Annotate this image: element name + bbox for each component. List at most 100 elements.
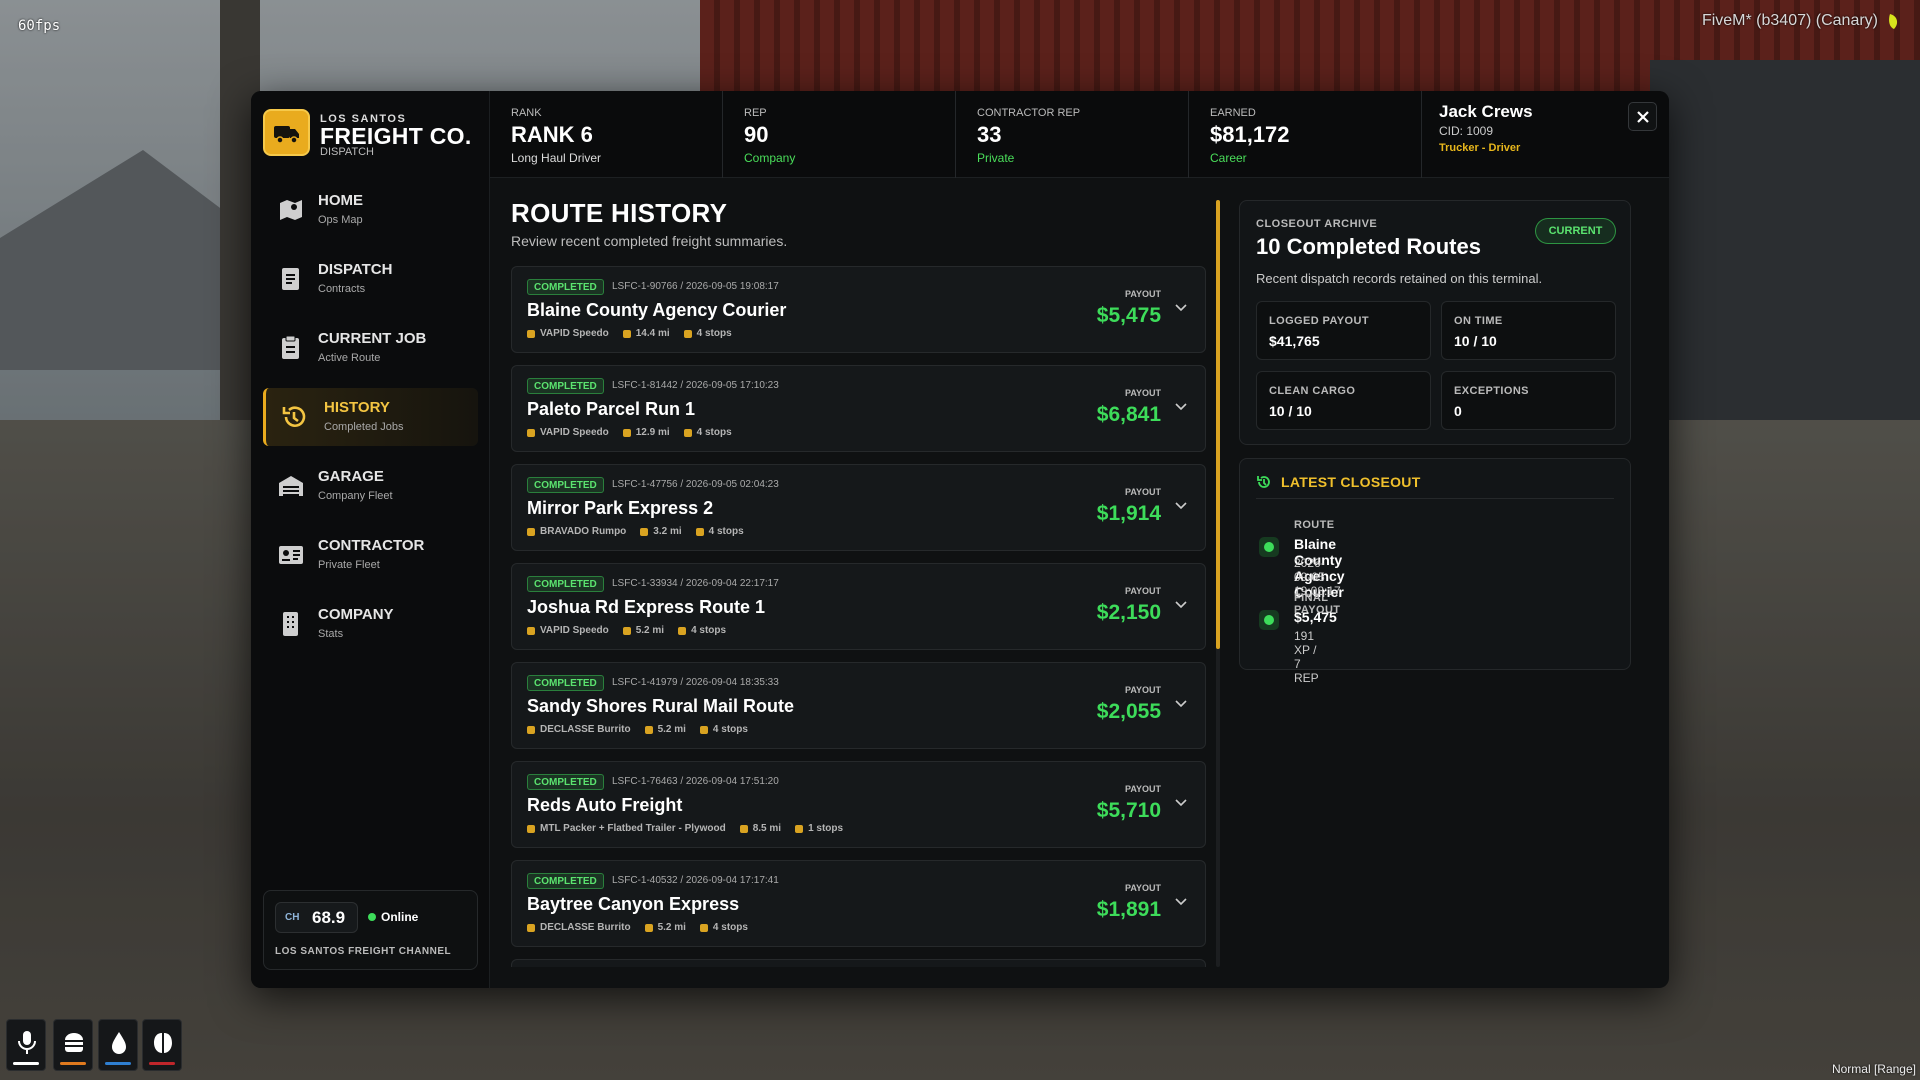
nav-item[interactable]: CURRENT JOB Active Route bbox=[263, 319, 478, 377]
route-name: Mirror Park Express 2 bbox=[527, 498, 714, 518]
route-name: Sandy Shores Rural Mail Route bbox=[527, 696, 795, 716]
archive-tile: ON TIME 10 / 10 bbox=[1441, 301, 1616, 360]
fps-counter: 60fps bbox=[18, 18, 61, 34]
nav-label: CURRENT JOB bbox=[318, 330, 427, 347]
route-card[interactable]: COMPLETED LSFC-1-47756 / 2026-09-05 02:04… bbox=[511, 464, 1206, 551]
meta-icon bbox=[527, 725, 535, 734]
status-badge: COMPLETED bbox=[527, 477, 604, 493]
meta-icon bbox=[622, 626, 631, 635]
stat-sub: Company bbox=[744, 151, 796, 165]
expand-chevron[interactable] bbox=[1175, 304, 1187, 312]
archive-title: 10 Completed Routes bbox=[1256, 234, 1481, 259]
meta-text: 4 stops bbox=[712, 922, 748, 933]
channel-frequency: 68.9 bbox=[312, 908, 346, 927]
nav-label: HOME bbox=[318, 192, 363, 209]
route-card[interactable]: COMPLETED LSFC-1-81442 / 2026-09-05 17:10… bbox=[511, 365, 1206, 452]
user-name: Jack Crews bbox=[1439, 102, 1533, 121]
stat-label: CONTRACTOR REP bbox=[977, 107, 1081, 119]
route-meta: MTL Packer + Flatbed Trailer - Plywood 8.… bbox=[527, 823, 843, 834]
meta-icon bbox=[527, 824, 535, 833]
section-subtitle: Review recent completed freight summarie… bbox=[511, 233, 788, 249]
route-card[interactable]: COMPLETED LSFC-1-41979 / 2026-09-04 18:35… bbox=[511, 662, 1206, 749]
expand-chevron[interactable] bbox=[1175, 403, 1187, 411]
status-badge: COMPLETED bbox=[527, 774, 604, 790]
channel-pill: CH 68.9 bbox=[275, 902, 358, 933]
item-detail: 191 XP / 7 REP bbox=[1294, 629, 1319, 685]
sidebar: LOS SANTOS FREIGHT CO. DISPATCH HOME Ops … bbox=[251, 91, 490, 988]
stat: RANK RANK 6 Long Haul Driver bbox=[490, 91, 723, 178]
nav-item[interactable]: CONTRACTOR Private Fleet bbox=[263, 526, 478, 584]
payout-label: PAYOUT bbox=[1124, 586, 1161, 596]
payout-value: $5,710 bbox=[1096, 799, 1161, 822]
item-value: $5,475 bbox=[1294, 609, 1337, 625]
meta-icon bbox=[644, 725, 653, 734]
route-card[interactable]: COMPLETED LSFC-1-33934 / 2026-09-04 22:17… bbox=[511, 563, 1206, 650]
nav-label: CONTRACTOR bbox=[318, 537, 425, 554]
nav-item[interactable]: DISPATCH Contracts bbox=[263, 250, 478, 308]
meta-icon bbox=[527, 329, 535, 338]
route-ref: LSFC-1-76463 / 2026-09-04 17:51:20 bbox=[612, 776, 779, 787]
tile-value: 0 bbox=[1454, 403, 1462, 419]
meta-text: 4 stops bbox=[691, 625, 727, 636]
meta-distance: 5.2 mi bbox=[644, 922, 686, 933]
meta-icon bbox=[527, 626, 535, 635]
route-card[interactable]: COMPLETED LSFC-1-76463 / 2026-09-04 17:51… bbox=[511, 761, 1206, 848]
meta-text: 4 stops bbox=[696, 328, 732, 339]
status-badge: COMPLETED bbox=[527, 576, 604, 592]
expand-chevron[interactable] bbox=[1175, 898, 1187, 906]
meta-icon bbox=[527, 527, 535, 536]
brand-logo bbox=[263, 109, 310, 156]
route-meta: VAPID Speedo 12.9 mi 4 stops bbox=[527, 427, 732, 438]
hud-stress bbox=[142, 1019, 182, 1071]
expand-chevron[interactable] bbox=[1175, 601, 1187, 609]
stat-sub: Career bbox=[1210, 151, 1247, 165]
tile-label: ON TIME bbox=[1454, 315, 1503, 327]
nav-item[interactable]: COMPANY Stats bbox=[263, 595, 478, 653]
brand-line: LOS SANTOS bbox=[320, 113, 407, 125]
item-detail: 2026-09-05 19:08:17 bbox=[1294, 556, 1341, 598]
archive-tile: EXCEPTIONS 0 bbox=[1441, 371, 1616, 430]
closeout-archive: CLOSEOUT ARCHIVE 10 Completed Routes CUR… bbox=[1239, 200, 1631, 445]
payout-label: PAYOUT bbox=[1124, 289, 1161, 299]
expand-chevron[interactable] bbox=[1175, 700, 1187, 708]
user-cid: CID: 1009 bbox=[1439, 124, 1494, 138]
meta-vehicle: VAPID Speedo bbox=[527, 328, 609, 339]
tile-value: 10 / 10 bbox=[1269, 403, 1312, 419]
nav-sub: Completed Jobs bbox=[324, 421, 404, 433]
stat-sub: Private bbox=[977, 151, 1015, 165]
user-role: Trucker - Driver bbox=[1439, 142, 1521, 154]
tile-label: CLEAN CARGO bbox=[1269, 385, 1356, 397]
meta-text: BRAVADO Rumpo bbox=[540, 526, 627, 537]
route-card[interactable]: COMPLETED LSFC-1-90766 / 2026-09-05 19:08… bbox=[511, 266, 1206, 353]
route-card[interactable]: COMPLETED LSFC-1-40532 / 2026-09-04 17:17… bbox=[511, 860, 1206, 947]
nav-item[interactable]: HISTORY Completed Jobs bbox=[263, 388, 478, 446]
nav-sub: Active Route bbox=[318, 352, 381, 364]
meta-text: 1 stops bbox=[808, 823, 844, 834]
nav-item[interactable]: GARAGE Company Fleet bbox=[263, 457, 478, 515]
meta-icon bbox=[527, 923, 535, 932]
payout-value: $2,150 bbox=[1096, 601, 1161, 624]
route-ref: LSFC-1-41979 / 2026-09-04 18:35:33 bbox=[612, 677, 779, 688]
route-card[interactable] bbox=[511, 959, 1206, 967]
route-name: Reds Auto Freight bbox=[527, 795, 683, 815]
meta-vehicle: VAPID Speedo bbox=[527, 427, 609, 438]
meta-icon bbox=[622, 428, 631, 437]
stat-label: EARNED bbox=[1210, 107, 1256, 119]
meta-icon bbox=[622, 329, 631, 338]
meta-text: 8.5 mi bbox=[752, 823, 782, 834]
stat-value: $81,172 bbox=[1210, 122, 1290, 147]
meta-distance: 12.9 mi bbox=[622, 427, 670, 438]
expand-chevron[interactable] bbox=[1175, 799, 1187, 807]
status-badge: COMPLETED bbox=[527, 873, 604, 889]
meta-stops: 4 stops bbox=[699, 724, 748, 735]
meta-stops: 1 stops bbox=[795, 823, 843, 834]
expand-chevron[interactable] bbox=[1175, 502, 1187, 510]
route-meta: DECLASSE Burrito 5.2 mi 4 stops bbox=[527, 922, 748, 933]
payout-label: PAYOUT bbox=[1124, 883, 1161, 893]
tile-label: LOGGED PAYOUT bbox=[1269, 315, 1369, 327]
route-meta: BRAVADO Rumpo 3.2 mi 4 stops bbox=[527, 526, 744, 537]
close-button[interactable] bbox=[1628, 102, 1657, 131]
route-ref: LSFC-1-40532 / 2026-09-04 17:17:41 bbox=[612, 875, 779, 886]
meta-stops: 4 stops bbox=[699, 922, 748, 933]
nav-item[interactable]: HOME Ops Map bbox=[263, 181, 478, 239]
